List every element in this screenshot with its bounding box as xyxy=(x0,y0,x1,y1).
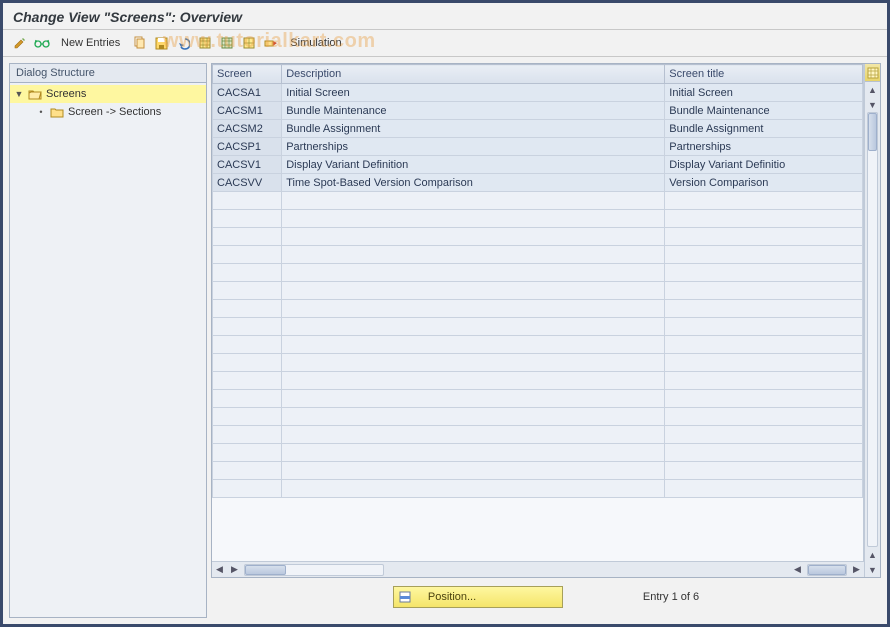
position-icon xyxy=(394,590,416,604)
table-row[interactable]: CACSP1PartnershipsPartnerships xyxy=(213,138,863,156)
table-row-empty[interactable] xyxy=(213,264,863,282)
select-all-icon[interactable] xyxy=(196,34,214,52)
table-row-empty[interactable] xyxy=(213,426,863,444)
entry-counter: Entry 1 of 6 xyxy=(643,591,699,603)
tree-expander-icon[interactable]: ▼ xyxy=(14,89,24,99)
table-row-empty[interactable] xyxy=(213,408,863,426)
toolbar: New Entries Simulation www.tutorialkart.… xyxy=(3,30,887,57)
vscroll-track[interactable] xyxy=(867,112,878,547)
folder-closed-icon xyxy=(50,106,64,118)
table-row-empty[interactable] xyxy=(213,282,863,300)
hscroll-thumb-left[interactable] xyxy=(245,565,286,575)
vscroll-up-icon[interactable]: ▲ xyxy=(865,82,880,97)
undo-icon[interactable] xyxy=(174,34,192,52)
cell-screen_title[interactable]: Initial Screen xyxy=(665,84,863,102)
cell-screen_title[interactable]: Display Variant Definitio xyxy=(665,156,863,174)
hscroll-thumb-right[interactable] xyxy=(808,565,846,575)
save-icon[interactable] xyxy=(152,34,170,52)
content-area: ScreenDescriptionScreen titleCACSA1Initi… xyxy=(211,63,881,618)
grid-outer: ScreenDescriptionScreen titleCACSA1Initi… xyxy=(212,64,864,577)
table-row-empty[interactable] xyxy=(213,336,863,354)
table-row[interactable]: CACSM1Bundle MaintenanceBundle Maintenan… xyxy=(213,102,863,120)
tree-bullet-icon: • xyxy=(36,107,46,117)
table-row[interactable]: CACSA1Initial ScreenInitial Screen xyxy=(213,84,863,102)
hscroll-track-left[interactable] xyxy=(244,564,384,576)
column-header-screen[interactable]: Screen xyxy=(213,65,282,84)
grid-wrap: ScreenDescriptionScreen titleCACSA1Initi… xyxy=(211,63,881,578)
hscroll-bar: ◀ ▶ ◀ ▶ xyxy=(212,561,864,577)
grid-icon[interactable] xyxy=(240,34,258,52)
vscroll-down-icon[interactable]: ▲ xyxy=(865,547,880,562)
table-row-empty[interactable] xyxy=(213,444,863,462)
hscroll-left-outer-icon[interactable]: ◀ xyxy=(212,562,227,577)
column-header-description[interactable]: Description xyxy=(282,65,665,84)
table-row-empty[interactable] xyxy=(213,246,863,264)
main-area: Dialog Structure ▼ Screens • Screen -> S… xyxy=(3,57,887,624)
table-row-empty[interactable] xyxy=(213,228,863,246)
vscroll-down2-icon[interactable]: ▼ xyxy=(865,562,880,577)
table-row-empty[interactable] xyxy=(213,192,863,210)
cell-screen[interactable]: CACSM2 xyxy=(213,120,282,138)
hscroll-left-icon[interactable]: ▶ xyxy=(227,562,242,577)
cell-screen[interactable]: CACSP1 xyxy=(213,138,282,156)
page-title: Change View "Screens": Overview xyxy=(3,3,887,29)
table-row[interactable]: CACSV1Display Variant DefinitionDisplay … xyxy=(213,156,863,174)
column-header-screen_title[interactable]: Screen title xyxy=(665,65,863,84)
table-row[interactable]: CACSVVTime Spot-Based Version Comparison… xyxy=(213,174,863,192)
grid-body: ScreenDescriptionScreen titleCACSA1Initi… xyxy=(212,64,864,561)
pencil-icon[interactable] xyxy=(11,34,29,52)
cell-description[interactable]: Initial Screen xyxy=(282,84,665,102)
table-row[interactable]: CACSM2Bundle AssignmentBundle Assignment xyxy=(213,120,863,138)
position-button[interactable]: Position... xyxy=(393,586,563,608)
cell-screen[interactable]: CACSV1 xyxy=(213,156,282,174)
tree: ▼ Screens • Screen -> Sections xyxy=(10,83,206,123)
hscroll-right-icon[interactable]: ▶ xyxy=(849,562,864,577)
transport-icon[interactable] xyxy=(262,34,280,52)
table-row-empty[interactable] xyxy=(213,354,863,372)
tree-node-screen-sections[interactable]: • Screen -> Sections xyxy=(10,103,206,121)
table-settings-icon[interactable] xyxy=(865,64,880,82)
cell-screen[interactable]: CACSM1 xyxy=(213,102,282,120)
vscroll-thumb[interactable] xyxy=(868,113,877,151)
cell-description[interactable]: Display Variant Definition xyxy=(282,156,665,174)
table-row-empty[interactable] xyxy=(213,372,863,390)
new-entries-button[interactable]: New Entries xyxy=(55,37,126,49)
cell-description[interactable]: Time Spot-Based Version Comparison xyxy=(282,174,665,192)
app-window: Change View "Screens": Overview New Entr… xyxy=(0,0,890,627)
tree-node-label: Screens xyxy=(46,88,86,100)
hscroll-right-prev-icon[interactable]: ◀ xyxy=(790,562,805,577)
tree-node-screens[interactable]: ▼ Screens xyxy=(10,85,206,103)
footer: Position... Entry 1 of 6 xyxy=(211,578,881,618)
cell-screen[interactable]: CACSVV xyxy=(213,174,282,192)
dialog-structure-panel: Dialog Structure ▼ Screens • Screen -> S… xyxy=(9,63,207,618)
tree-node-label: Screen -> Sections xyxy=(68,106,161,118)
data-grid[interactable]: ScreenDescriptionScreen titleCACSA1Initi… xyxy=(212,64,863,498)
deselect-all-icon[interactable] xyxy=(218,34,236,52)
table-row-empty[interactable] xyxy=(213,210,863,228)
cell-description[interactable]: Partnerships xyxy=(282,138,665,156)
sidebar-title: Dialog Structure xyxy=(10,64,206,83)
table-row-empty[interactable] xyxy=(213,318,863,336)
cell-screen[interactable]: CACSA1 xyxy=(213,84,282,102)
position-button-label: Position... xyxy=(416,591,562,603)
cell-screen_title[interactable]: Version Comparison xyxy=(665,174,863,192)
folder-open-icon xyxy=(28,88,42,100)
cell-screen_title[interactable]: Partnerships xyxy=(665,138,863,156)
copy-icon[interactable] xyxy=(130,34,148,52)
table-row-empty[interactable] xyxy=(213,462,863,480)
cell-description[interactable]: Bundle Assignment xyxy=(282,120,665,138)
table-row-empty[interactable] xyxy=(213,390,863,408)
cell-description[interactable]: Bundle Maintenance xyxy=(282,102,665,120)
glasses-icon[interactable] xyxy=(33,34,51,52)
simulation-button[interactable]: Simulation xyxy=(284,37,347,49)
vscroll-up2-icon[interactable]: ▼ xyxy=(865,97,880,112)
table-row-empty[interactable] xyxy=(213,300,863,318)
table-row-empty[interactable] xyxy=(213,480,863,498)
hscroll-track-right[interactable] xyxy=(807,564,847,576)
cell-screen_title[interactable]: Bundle Maintenance xyxy=(665,102,863,120)
cell-screen_title[interactable]: Bundle Assignment xyxy=(665,120,863,138)
vscroll-bar: ▲ ▼ ▲ ▼ xyxy=(864,64,880,577)
